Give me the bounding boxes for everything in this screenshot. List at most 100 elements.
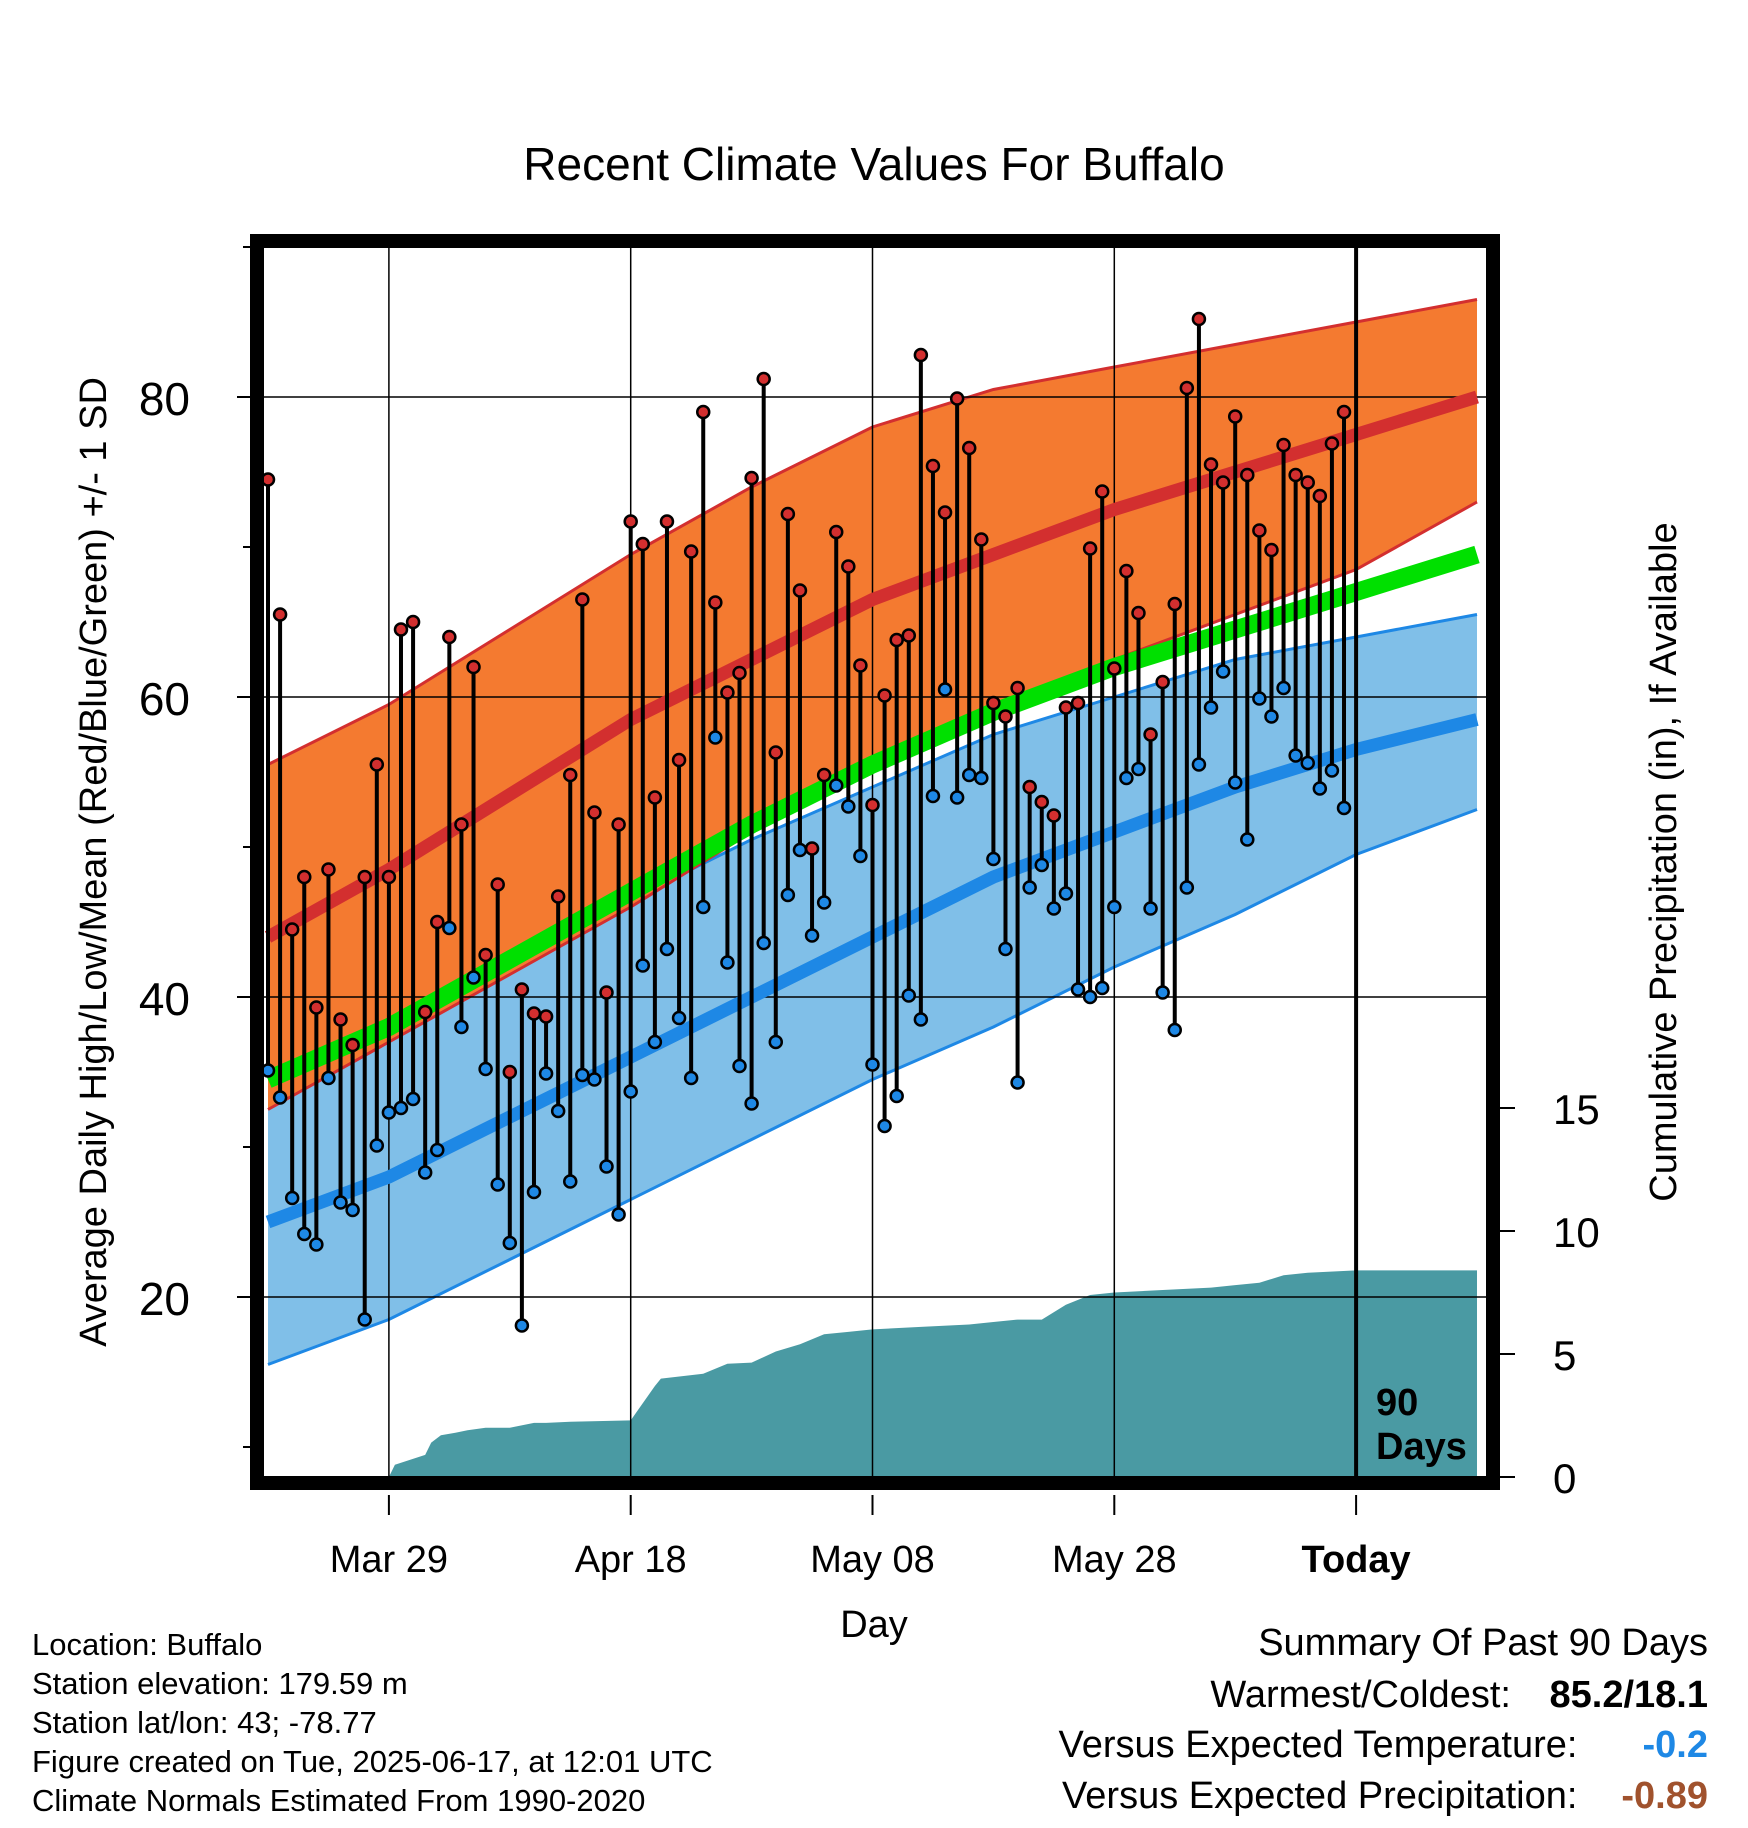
axis-ticks: 20 40 60 80 0 5 10 15 Mar 29 Apr 18 May 08 May 28 To… bbox=[139, 246, 1600, 1581]
summary-warm-cold-value: 85.2/18.1 bbox=[1549, 1674, 1708, 1716]
footer-created: Figure created on Tue, 2025-06-17, at 12… bbox=[32, 1744, 713, 1779]
high-point bbox=[974, 532, 989, 547]
low-point bbox=[695, 899, 711, 915]
high-point bbox=[297, 869, 312, 885]
low-point bbox=[671, 1010, 687, 1026]
low-point bbox=[732, 1058, 747, 1074]
low-point bbox=[599, 1159, 614, 1174]
low-point bbox=[575, 1067, 590, 1083]
high-point bbox=[756, 371, 771, 387]
summary-precip-row: Versus Expected Precipitation: -0.89 bbox=[1062, 1775, 1708, 1818]
low-point bbox=[1119, 770, 1134, 786]
high-point bbox=[1058, 700, 1074, 715]
high-point bbox=[405, 614, 421, 630]
low-point bbox=[961, 767, 977, 783]
low-point bbox=[478, 1061, 493, 1077]
high-point bbox=[986, 695, 1001, 711]
high-point bbox=[1119, 563, 1134, 579]
high-point bbox=[1070, 695, 1086, 711]
low-point bbox=[1215, 664, 1231, 679]
footer-latlon: Station lat/lon: 43; -78.77 bbox=[32, 1705, 377, 1740]
low-point bbox=[550, 1103, 566, 1119]
high-point bbox=[1300, 475, 1315, 490]
low-point bbox=[1191, 757, 1207, 772]
high-point bbox=[937, 505, 953, 520]
summary-precip-label: Versus Expected Precipitation: bbox=[1062, 1775, 1578, 1817]
today-label-line2: Days bbox=[1376, 1426, 1467, 1468]
high-point bbox=[1167, 596, 1182, 612]
low-point bbox=[853, 848, 868, 864]
low-point bbox=[1082, 989, 1098, 1005]
daily-points bbox=[260, 311, 1352, 1333]
low-point bbox=[1179, 880, 1195, 895]
high-point bbox=[1264, 542, 1279, 558]
high-point bbox=[1312, 488, 1328, 504]
high-point bbox=[1022, 779, 1037, 795]
y-tick-label: 80 bbox=[139, 373, 190, 425]
high-point bbox=[466, 659, 481, 675]
high-point bbox=[514, 982, 530, 997]
high-point bbox=[1082, 541, 1098, 556]
high-point bbox=[949, 391, 965, 406]
low-point bbox=[756, 935, 771, 951]
high-point bbox=[768, 745, 784, 760]
high-point bbox=[853, 658, 868, 673]
low-point bbox=[1131, 761, 1146, 777]
high-point bbox=[575, 592, 590, 607]
high-point bbox=[1143, 727, 1158, 742]
low-point bbox=[1107, 899, 1122, 915]
low-point bbox=[611, 1207, 626, 1222]
low-point bbox=[937, 682, 953, 697]
summary-temp-value: -0.2 bbox=[1642, 1724, 1708, 1766]
low-point bbox=[828, 778, 844, 793]
low-point bbox=[768, 1034, 784, 1050]
y-tick-label: 60 bbox=[139, 673, 190, 725]
low-point bbox=[720, 955, 735, 970]
summary-warm-cold-row: Warmest/Coldest: 85.2/18.1 bbox=[1210, 1674, 1708, 1717]
high-point bbox=[708, 595, 723, 610]
low-point bbox=[877, 1118, 892, 1134]
low-point bbox=[1167, 1022, 1182, 1038]
high-point bbox=[647, 790, 663, 805]
low-point bbox=[949, 790, 965, 805]
low-point bbox=[393, 1100, 409, 1116]
high-point bbox=[804, 841, 820, 856]
y-tick-label: 20 bbox=[139, 1273, 190, 1325]
low-point bbox=[490, 1177, 505, 1192]
y-tick-label: 40 bbox=[139, 973, 190, 1025]
summary-temp-row: Versus Expected Temperature: -0.2 bbox=[1059, 1724, 1708, 1767]
high-point bbox=[998, 709, 1013, 724]
today-label-line1: 90 bbox=[1376, 1382, 1418, 1424]
low-point bbox=[1143, 901, 1158, 916]
high-point bbox=[345, 1037, 360, 1053]
high-point bbox=[1203, 457, 1219, 472]
high-point bbox=[1010, 680, 1025, 696]
high-point bbox=[732, 665, 747, 681]
footer-elevation: Station elevation: 179.59 m bbox=[32, 1666, 408, 1701]
x-tick-label: Mar 29 bbox=[330, 1539, 448, 1581]
high-point bbox=[417, 1004, 433, 1020]
high-point bbox=[502, 1064, 518, 1080]
high-point bbox=[1131, 605, 1146, 621]
high-point bbox=[1179, 380, 1195, 396]
low-point bbox=[1010, 1075, 1025, 1090]
low-point bbox=[1288, 748, 1303, 763]
x-axis-title: Day bbox=[840, 1604, 908, 1646]
high-point bbox=[659, 514, 675, 529]
low-point bbox=[309, 1237, 324, 1252]
low-point bbox=[901, 988, 917, 1003]
summary-warm-cold-label: Warmest/Coldest: bbox=[1210, 1674, 1511, 1716]
high-point bbox=[792, 583, 808, 598]
low-point bbox=[502, 1235, 518, 1251]
high-point bbox=[1336, 404, 1352, 420]
x-tick-label: Today bbox=[1302, 1539, 1411, 1581]
high-point bbox=[369, 757, 385, 772]
y2-axis-title: Cumulative Precipitation (in), If Availa… bbox=[1643, 522, 1685, 1201]
high-point bbox=[683, 544, 699, 559]
high-normal-line bbox=[264, 390, 1479, 943]
high-point bbox=[1276, 437, 1291, 453]
low-point bbox=[986, 851, 1001, 867]
low-point bbox=[708, 730, 723, 745]
x-tick-label: Apr 18 bbox=[575, 1539, 687, 1581]
high-point bbox=[1191, 311, 1207, 327]
